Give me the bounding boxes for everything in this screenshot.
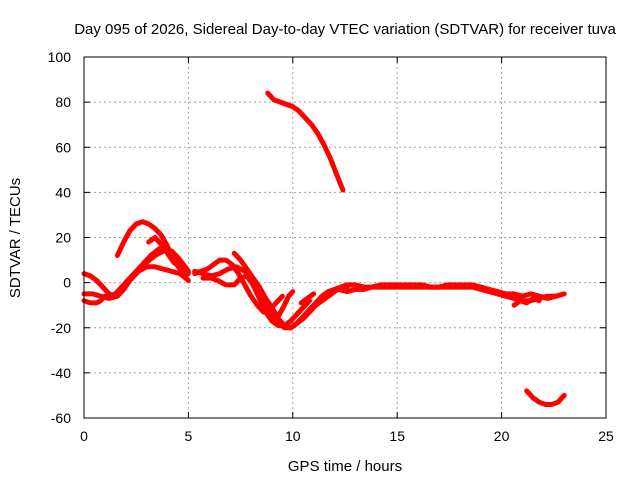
- y-tick-label: 40: [55, 184, 71, 200]
- x-tick-label: 15: [389, 428, 405, 444]
- tick-layer: 0 5 10 15 20 25 -60 -40 -20 0 20 40 60 80 100: [48, 49, 614, 444]
- x-tick-label: 0: [80, 428, 88, 444]
- series-arc-15: [524, 388, 567, 407]
- y-tick-label: -40: [51, 365, 71, 381]
- series-arc-9: [231, 250, 567, 331]
- x-tick-label: 20: [494, 428, 510, 444]
- x-axis-label: GPS time / hours: [288, 458, 402, 475]
- y-tick-label: 60: [55, 139, 71, 155]
- grid-layer: [84, 57, 606, 418]
- y-tick-label: 0: [63, 275, 71, 291]
- series-arc-5: [146, 235, 189, 274]
- y-tick-label: -60: [51, 410, 71, 426]
- series-arc-13: [275, 289, 296, 319]
- chart-title: Day 095 of 2026, Sidereal Day-to-day VTE…: [74, 21, 616, 38]
- y-tick-label: 20: [55, 230, 71, 246]
- series-arc-14: [298, 291, 317, 306]
- x-tick-label: 25: [598, 428, 614, 444]
- series-arc-11: [265, 90, 346, 193]
- series-arc-8: [200, 273, 312, 328]
- x-tick-label: 10: [285, 428, 301, 444]
- y-tick-label: 100: [48, 49, 72, 65]
- y-tick-label: 80: [55, 94, 71, 110]
- y-axis-label: SDTVAR / TECUs: [7, 178, 24, 298]
- series-layer: [81, 90, 567, 407]
- x-tick-label: 5: [185, 428, 193, 444]
- series-arc-12: [511, 295, 542, 308]
- y-tick-label: -20: [51, 320, 71, 336]
